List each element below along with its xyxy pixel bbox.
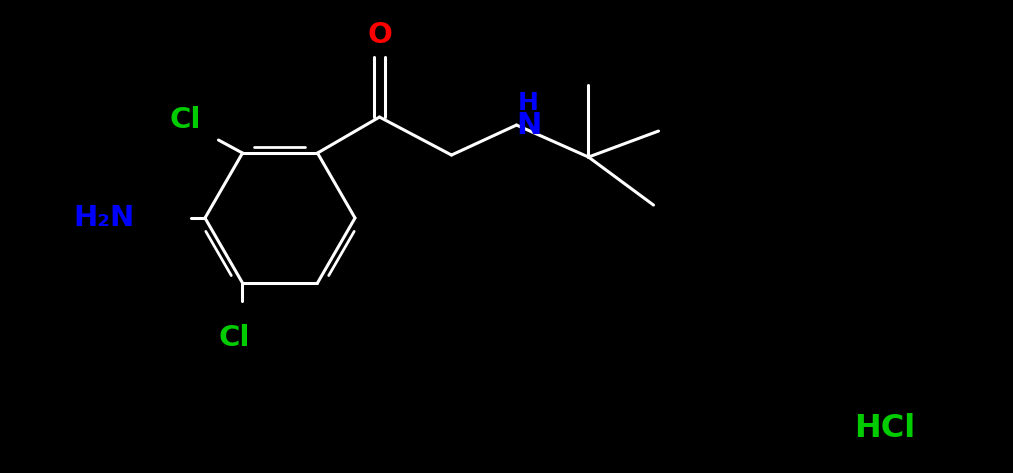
Text: H: H — [518, 91, 539, 115]
Text: HCl: HCl — [854, 412, 916, 444]
Text: H₂N: H₂N — [74, 204, 135, 232]
Text: N: N — [516, 111, 541, 140]
Text: Cl: Cl — [219, 324, 250, 352]
Text: Cl: Cl — [170, 106, 202, 134]
Text: O: O — [367, 21, 392, 49]
